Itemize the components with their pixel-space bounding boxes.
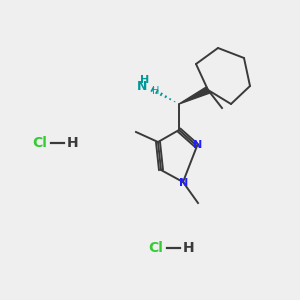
Text: H: H <box>67 136 79 150</box>
Text: Cl: Cl <box>148 241 163 255</box>
Text: H: H <box>140 75 150 85</box>
Text: N: N <box>194 140 202 150</box>
Text: Cl: Cl <box>32 136 47 150</box>
Text: N: N <box>179 178 189 188</box>
Text: N: N <box>136 80 147 94</box>
Polygon shape <box>179 87 209 104</box>
Text: H: H <box>152 86 159 96</box>
Text: H: H <box>183 241 195 255</box>
